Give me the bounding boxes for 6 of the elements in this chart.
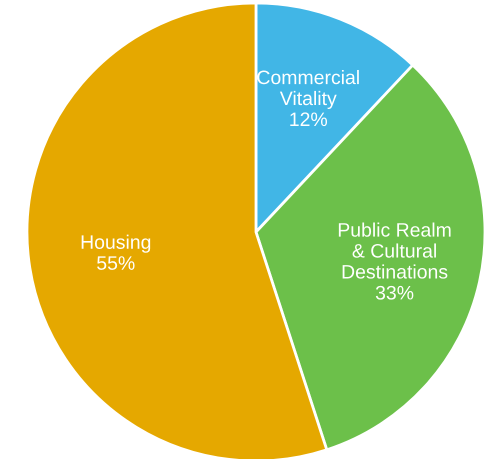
data-label: 33%	[376, 286, 414, 300]
slice-label: Housing	[82, 234, 150, 253]
data-label: 12%	[290, 112, 328, 126]
data-label: 55%	[97, 256, 135, 270]
slice-label: Public Realm & Cultural Destinations	[338, 222, 451, 279]
slice-label: Commercial Vitality	[257, 70, 359, 110]
